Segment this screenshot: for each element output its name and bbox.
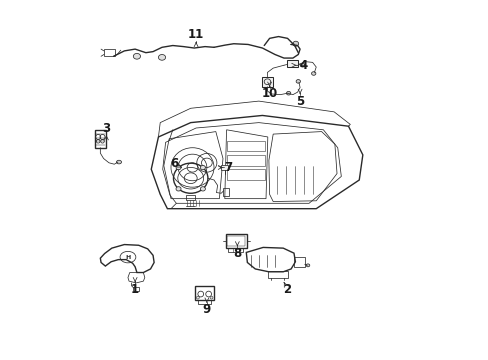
Bar xyxy=(186,195,195,201)
Bar xyxy=(223,188,229,196)
Ellipse shape xyxy=(196,296,199,299)
Ellipse shape xyxy=(292,41,298,46)
Bar xyxy=(221,165,228,170)
Ellipse shape xyxy=(200,187,205,191)
Text: 10: 10 xyxy=(261,87,277,100)
Bar xyxy=(195,286,213,300)
Ellipse shape xyxy=(300,63,304,67)
Bar xyxy=(227,155,264,166)
Ellipse shape xyxy=(305,264,309,267)
Bar xyxy=(132,287,139,291)
Text: 1: 1 xyxy=(131,283,139,296)
Text: 8: 8 xyxy=(233,247,241,260)
Ellipse shape xyxy=(133,53,140,59)
Bar xyxy=(227,235,244,246)
Text: H: H xyxy=(125,255,130,260)
Ellipse shape xyxy=(116,160,121,164)
Text: 2: 2 xyxy=(283,283,291,296)
Bar xyxy=(198,300,210,305)
Text: 5: 5 xyxy=(295,95,304,108)
Ellipse shape xyxy=(210,296,212,299)
Bar xyxy=(227,169,264,180)
Ellipse shape xyxy=(158,54,165,60)
Ellipse shape xyxy=(200,165,205,170)
Text: 4: 4 xyxy=(299,59,307,72)
Text: 3: 3 xyxy=(102,122,110,135)
Bar xyxy=(104,49,115,56)
Bar xyxy=(293,257,304,267)
Text: 11: 11 xyxy=(187,28,204,41)
Bar xyxy=(286,60,298,67)
Ellipse shape xyxy=(286,91,290,95)
Text: 9: 9 xyxy=(203,303,210,316)
Bar xyxy=(94,130,106,148)
Bar xyxy=(267,271,287,278)
Bar xyxy=(227,140,264,151)
Bar xyxy=(261,77,273,87)
Bar xyxy=(228,248,243,252)
Text: 6: 6 xyxy=(170,157,178,170)
Ellipse shape xyxy=(176,165,181,170)
Ellipse shape xyxy=(296,80,300,83)
Ellipse shape xyxy=(311,72,315,75)
Ellipse shape xyxy=(176,187,181,191)
Bar xyxy=(225,234,246,248)
Text: 7: 7 xyxy=(224,161,232,174)
